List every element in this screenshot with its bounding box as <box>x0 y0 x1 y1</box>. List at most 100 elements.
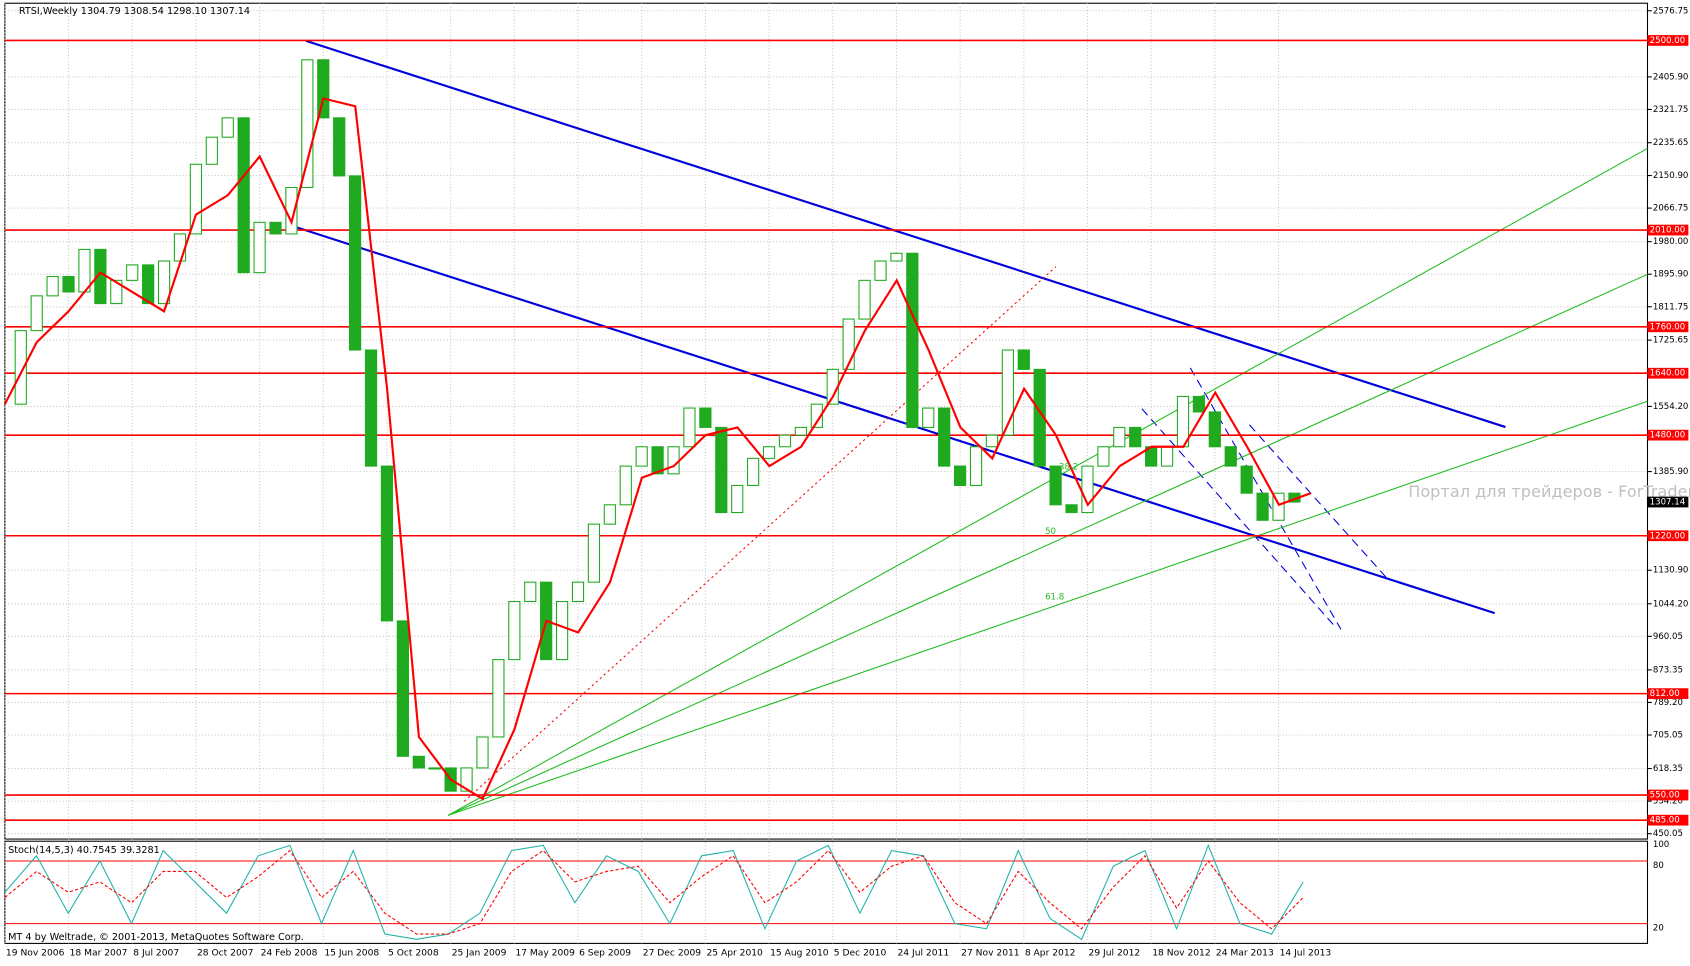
candle <box>985 434 999 448</box>
fib-fan <box>447 400 1648 816</box>
candle <box>969 446 983 486</box>
level-label: 2500.00 <box>1650 36 1686 46</box>
y-tick-label: 2321.75 <box>1653 105 1689 115</box>
candle <box>14 330 27 405</box>
y-tick-label: 1811.75 <box>1653 302 1689 312</box>
level-tag <box>1647 35 1689 46</box>
candle <box>142 264 155 305</box>
trend-line <box>305 39 1506 429</box>
plot <box>3 39 1648 941</box>
candle <box>715 426 728 514</box>
footer: MT 4 by Weltrade, © 2001-2013, MetaQuote… <box>8 932 304 943</box>
x-tick-label: 24 Mar 2013 <box>1216 949 1274 959</box>
candle <box>205 136 218 165</box>
candle <box>603 504 616 525</box>
candle <box>173 233 187 262</box>
candle <box>1208 411 1221 448</box>
x-tick-label: 18 Nov 2012 <box>1152 949 1210 959</box>
y-tick-label: 1980.00 <box>1653 237 1689 247</box>
candle <box>110 279 123 305</box>
candle <box>922 407 935 428</box>
x-tick-label: 8 Jul 2007 <box>133 949 179 959</box>
x-tick-label: 15 Jun 2008 <box>324 949 379 959</box>
y-tick-label: 618.35 <box>1653 764 1683 774</box>
chart-title: RTSI,Weekly 1304.79 1308.54 1298.10 1307… <box>19 6 250 17</box>
y-tick-label: 450.05 <box>1653 829 1683 839</box>
x-tick-label: 18 Mar 2007 <box>70 949 128 959</box>
stoch-panel <box>4 840 1649 944</box>
candle <box>301 59 314 189</box>
trend-line <box>1249 424 1390 582</box>
fib-fan <box>447 273 1648 816</box>
candle <box>30 295 43 332</box>
level-label: 1760.00 <box>1650 322 1686 332</box>
trend-line <box>291 224 1496 615</box>
candle <box>508 600 521 661</box>
fib-label: 50 <box>1045 527 1056 537</box>
level-label: 1640.00 <box>1650 369 1686 379</box>
grid <box>4 3 1648 944</box>
level-tag <box>1647 688 1689 700</box>
candle <box>762 446 776 459</box>
x-tick-label: 19 Nov 2006 <box>6 949 65 959</box>
price-panel <box>4 2 1649 840</box>
candle <box>778 434 792 448</box>
candle <box>1049 465 1062 506</box>
candle <box>189 163 203 235</box>
candle <box>126 264 139 281</box>
x-tick-label: 17 May 2009 <box>515 949 575 959</box>
candle <box>1256 492 1269 521</box>
y-tick-label: 873.35 <box>1653 665 1683 675</box>
y-tick-label: 1044.20 <box>1653 599 1689 609</box>
candle <box>874 260 887 281</box>
candle <box>269 221 282 235</box>
candle <box>428 767 441 770</box>
candle <box>906 252 919 428</box>
candle <box>1097 446 1110 467</box>
candle <box>1272 492 1285 521</box>
candle <box>667 446 680 475</box>
candle <box>396 620 409 757</box>
candle <box>810 403 823 428</box>
candle <box>253 221 266 274</box>
candle <box>460 767 473 792</box>
y-tick-label: 80 <box>1653 861 1664 871</box>
y-tick-label: 1554.20 <box>1653 402 1689 412</box>
x-tick-label: 25 Apr 2010 <box>706 949 763 959</box>
moving-average <box>3 97 1312 801</box>
x-tick-label: 5 Dec 2010 <box>834 949 887 959</box>
y-tick-label: 100 <box>1653 840 1669 850</box>
candle <box>62 275 75 293</box>
candle <box>412 755 425 769</box>
candle <box>1065 504 1078 514</box>
candle <box>635 446 648 467</box>
level-tag <box>1647 814 1689 826</box>
fib-label: 61.8 <box>1045 593 1064 603</box>
trend-line <box>1141 408 1336 628</box>
x-tick-label: 24 Jul 2011 <box>897 949 949 959</box>
y-tick-label: 1895.90 <box>1653 270 1689 280</box>
candle <box>858 279 871 320</box>
candle <box>890 252 903 262</box>
candle <box>555 600 569 661</box>
candle <box>651 446 664 475</box>
candle <box>1129 426 1142 448</box>
x-tick-label: 29 Jul 2012 <box>1089 949 1141 959</box>
candle <box>747 457 760 486</box>
y-tick-label: 960.05 <box>1653 632 1683 642</box>
y-tick-label: 2576.75 <box>1653 6 1689 16</box>
candle <box>221 117 234 138</box>
candle <box>1113 426 1126 448</box>
x-tick-label: 25 Jan 2009 <box>452 949 507 959</box>
candle <box>1160 446 1174 467</box>
stoch-main <box>4 843 1304 941</box>
candle <box>794 426 808 436</box>
y-tick-label: 20 <box>1653 923 1664 933</box>
candle <box>1224 446 1237 467</box>
candle <box>1017 349 1030 370</box>
annotations <box>291 39 1648 816</box>
candle <box>571 581 585 603</box>
level-label: 1480.00 <box>1650 431 1686 441</box>
last-price: 1307.14 <box>1650 498 1686 508</box>
